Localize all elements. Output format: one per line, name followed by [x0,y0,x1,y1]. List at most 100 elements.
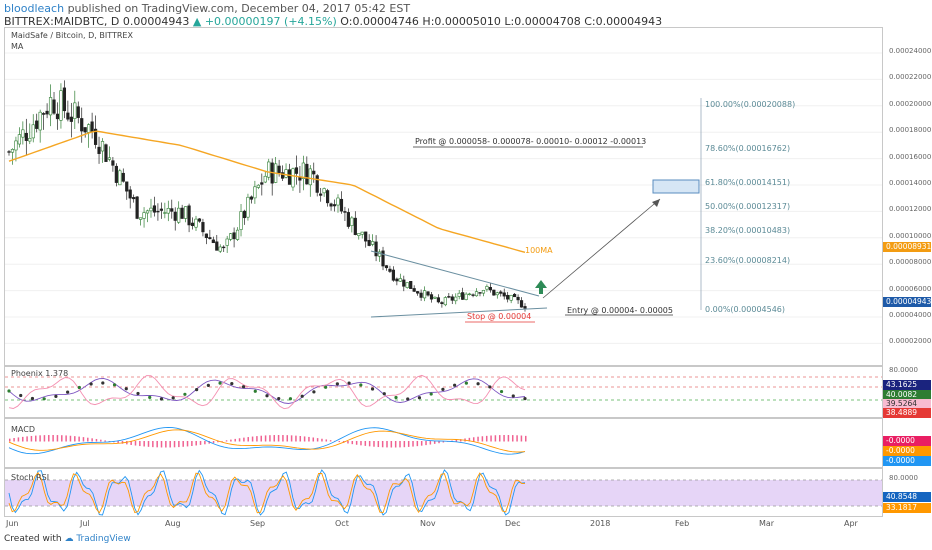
candle-body [326,190,330,204]
macd-bar [520,435,523,442]
macd-bar [139,441,141,447]
candle-body [107,157,112,160]
macd-bar [221,441,223,442]
arrow-head-icon [652,199,660,207]
candle-body [267,161,271,178]
candle-body [426,291,430,296]
macd-bar [22,436,24,442]
macd-title[interactable]: MACD [11,425,35,434]
candle-body [485,286,489,290]
price-axis[interactable]: 0.00024000 0.00022000 0.00020000 0.00018000… [883,27,932,366]
price-axis-tick: 0.00004000 [889,311,932,319]
fib-level-label: 0.00%(0.00004546) [705,304,786,314]
phoenix-axis[interactable]: 80.0000 43.1625 40.0082 39.5264 38.4889 [883,366,932,418]
candle-body [208,237,212,240]
candle-body [28,137,32,142]
candle-body [225,238,229,246]
phoenix-dots [7,381,527,401]
macd-bar [364,441,367,446]
candle-body [177,207,181,223]
time-axis-label: Jul [80,519,90,528]
candle-body [405,282,409,288]
phoenix-dot [406,397,410,401]
macd-bar [308,436,310,442]
price-chart-svg [5,52,882,344]
stochrsi-title[interactable]: Stoch RSI [11,473,50,482]
price-pane[interactable]: MaidSafe / Bitcoin, D, BITTREX MA Profit… [4,27,883,366]
phoenix-dot [230,382,234,386]
ticker-line: BITTREX:MAIDBTC, D 0.00004943 ▲ +0.00000… [4,15,662,28]
phoenix-title[interactable]: Phoenix 1.378 [11,369,69,378]
macd-bar [230,439,232,442]
last-price: 0.00004943 [122,15,190,28]
macd-bar [121,441,124,444]
candle-body [353,217,357,235]
candle-body [21,129,25,138]
candle-body [73,102,77,119]
phoenix-dot [417,396,422,400]
candle-body [229,233,233,240]
phoenix-dot [218,381,222,385]
candle-body [436,297,441,303]
candle-body [287,169,292,185]
macd-bar [403,441,406,448]
stochrsi-pane[interactable]: Stoch RSI [4,468,883,517]
macd-bar [256,436,258,442]
triangle-lower-line [370,307,548,318]
author-link[interactable]: bloodleach [4,2,65,15]
candle-body [447,296,451,298]
candle-body [31,124,35,139]
macd-bar [56,435,59,442]
tradingview-link[interactable]: TradingView [76,534,131,544]
candle-body [114,165,118,183]
candle-body [467,293,472,296]
macd-bar [251,436,254,442]
candle-body [235,229,240,240]
ma-price-tag: 0.00008931 [883,242,931,252]
macd-bar [212,441,215,443]
candle-body [145,210,150,214]
candle-body [409,280,413,289]
macd-bar [416,441,419,447]
ohlc-values: O:0.00004746 H:0.00005010 L:0.00004708 C… [340,15,663,28]
macd-bar [494,435,497,442]
phoenix-dot [499,389,504,394]
macd-bar [407,441,410,447]
candle-body [187,205,191,226]
macd-bar [225,440,228,442]
time-axis-label: Nov [420,519,436,528]
candle-body [291,168,295,188]
candle-body [10,149,15,153]
candle-body [346,212,350,227]
candle-body [312,170,316,175]
candle-body [398,278,402,282]
phoenix-dot [312,390,316,394]
phoenix-dot [335,382,339,386]
time-axis-label: Dec [505,519,521,528]
macd-bar [490,435,492,442]
grid [5,52,882,344]
stochrsi-axis[interactable]: 80.0000 40.8548 33.1817 [883,468,932,517]
macd-axis[interactable]: -0.0000 -0.0000 -0.0000 [883,418,932,468]
macd-bar [425,441,427,446]
macd-bar [264,435,267,442]
macd-pane[interactable]: MACD [4,418,883,468]
candle-body [440,302,444,304]
candle-body [38,111,42,131]
macd-bar [100,439,102,442]
phoenix-dot [7,389,11,393]
phoenix-dot [476,382,480,386]
candle-body [294,167,299,174]
phoenix-pane[interactable]: Phoenix 1.378 [4,366,883,418]
macd-bar [438,441,440,444]
candle-body [156,210,160,213]
candles [7,80,527,312]
candle-body [301,162,305,179]
macd-bar [269,435,271,442]
macd-bar [195,441,197,446]
phoenix-dot [54,394,58,399]
candle-body [197,218,202,222]
macd-bar [9,438,11,442]
phoenix-dot [124,387,128,391]
indicator-label[interactable]: MA [11,42,24,51]
